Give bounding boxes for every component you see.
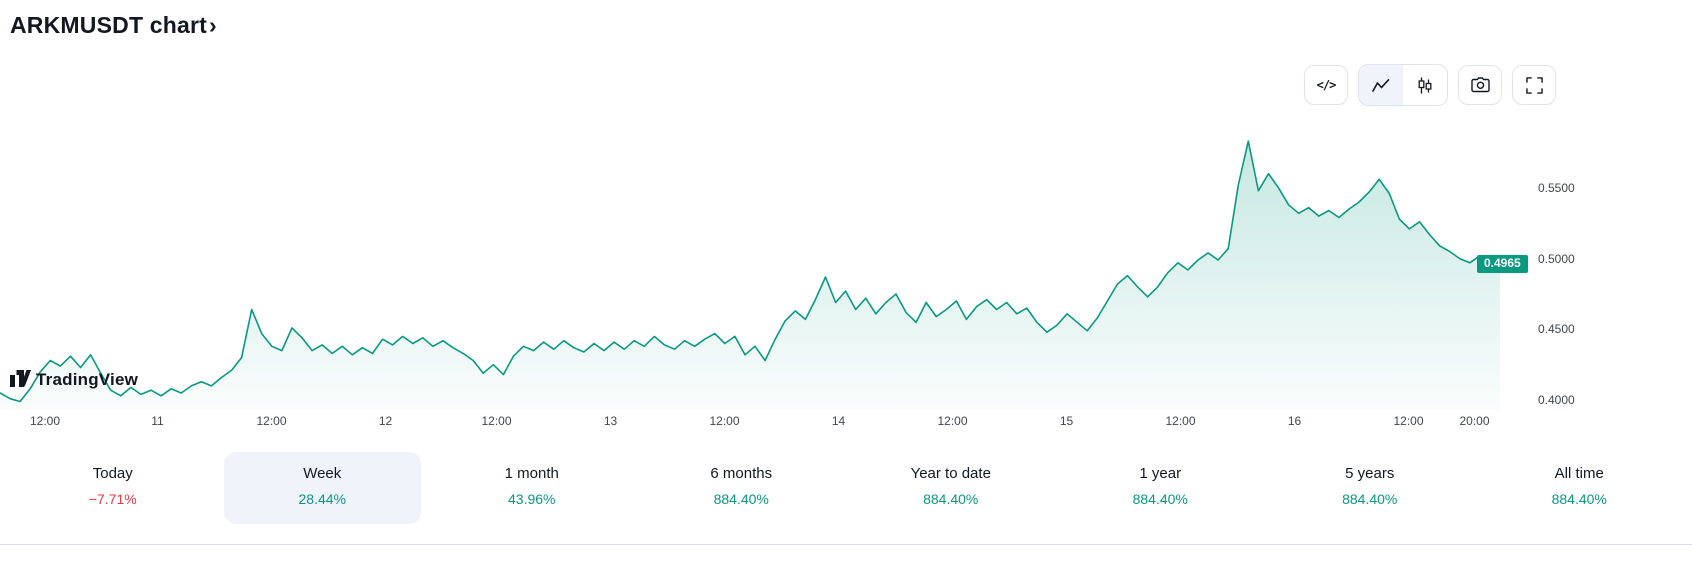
tradingview-logo-text: TradingView (36, 370, 139, 389)
time-scale-label: 12:00 (29, 414, 61, 428)
range-tab-label: 5 years (1345, 465, 1395, 482)
code-view-button[interactable]: </> (1304, 65, 1348, 105)
time-scale-label: 13 (603, 414, 618, 428)
range-tab-label: 6 months (710, 465, 773, 482)
range-tab-label: 1 month (504, 465, 559, 482)
time-scale-label: 12:00 (256, 414, 287, 428)
area-chart-icon (1372, 78, 1390, 93)
range-tab-value: 28.44% (298, 491, 346, 507)
time-scale-label: 12:00 (481, 414, 512, 428)
price-scale-label: 0.5000 (1538, 251, 1575, 266)
price-chart[interactable]: 0.4965 (0, 110, 1528, 410)
chart-toolbar: </> (1304, 64, 1556, 106)
range-tab-1-year[interactable]: 1 year 884.40% (1062, 452, 1260, 524)
candlestick-icon (1417, 77, 1433, 94)
tradingview-attribution[interactable]: TradingView (10, 368, 138, 392)
symbol-chart-link[interactable]: ARKMUSDT chart (10, 12, 208, 38)
range-tab-label: 1 year (1139, 465, 1182, 482)
time-scale-label: 12 (378, 414, 393, 428)
camera-icon (1470, 77, 1490, 93)
last-price-badge: 0.4965 (1477, 254, 1528, 273)
range-tab-value: 884.40% (923, 491, 979, 507)
time-scale-label: 12:00 (937, 414, 968, 428)
range-tab-today[interactable]: Today −7.71% (14, 452, 212, 524)
range-tab-label: Week (303, 465, 342, 482)
price-scale-label: 0.5500 (1538, 180, 1575, 195)
time-scale[interactable]: 12:00 11 12:00 12 12:00 13 12:00 14 12:00 15 12:00… (0, 414, 1500, 434)
range-tab-value: 43.96% (508, 491, 556, 507)
range-tab-label: Today (92, 465, 133, 482)
range-tab-week[interactable]: Week 28.44% (223, 452, 421, 524)
price-scale[interactable]: 0.5500 0.5000 0.4500 0.4000 (1538, 110, 1688, 410)
range-tab-5-years[interactable]: 5 years 884.40% (1271, 452, 1469, 524)
time-scale-label: 20:00 (1459, 414, 1490, 428)
range-selector: Today −7.71% Week 28.44% 1 month 43.96% … (8, 452, 1684, 524)
time-scale-label: 12:00 (1165, 414, 1196, 428)
time-scale-label: 11 (151, 414, 164, 428)
range-tab-year-to-date[interactable]: Year to date 884.40% (852, 452, 1050, 524)
page-title[interactable]: ARKMUSDT chart› (10, 12, 217, 39)
time-scale-label: 14 (831, 414, 846, 428)
price-scale-label: 0.4500 (1538, 322, 1575, 337)
range-tab-value: 884.40% (713, 491, 769, 507)
fullscreen-button[interactable] (1512, 65, 1556, 105)
range-tab-label: All time (1554, 465, 1604, 482)
chart-type-switcher (1358, 64, 1448, 106)
range-tab-value: 884.40% (1551, 491, 1607, 507)
chart-line-series (0, 140, 1500, 403)
time-scale-label: 12:00 (709, 414, 740, 428)
time-scale-label: 12:00 (1393, 414, 1424, 428)
range-tab-1-month[interactable]: 1 month 43.96% (433, 452, 631, 524)
chevron-right-icon: › (209, 12, 217, 38)
candlestick-chart-button[interactable] (1403, 65, 1447, 105)
chart-area-fill (0, 141, 1500, 410)
code-icon: </> (1316, 78, 1337, 92)
time-scale-label: 15 (1059, 414, 1074, 428)
area-chart-button[interactable] (1359, 65, 1403, 105)
range-tab-value: 884.40% (1132, 491, 1188, 507)
fullscreen-icon (1525, 76, 1543, 94)
time-scale-label: 16 (1287, 414, 1302, 428)
bottom-divider (0, 544, 1692, 545)
tradingview-logo-icon (10, 368, 31, 392)
range-tab-value: −7.71% (88, 491, 137, 507)
price-scale-label: 0.4000 (1538, 393, 1575, 408)
range-tab-all-time[interactable]: All time 884.40% (1481, 452, 1679, 524)
range-tab-value: 884.40% (1342, 491, 1398, 507)
snapshot-button[interactable] (1458, 65, 1502, 105)
range-tab-label: Year to date (910, 465, 991, 482)
range-tab-6-months[interactable]: 6 months 884.40% (643, 452, 841, 524)
